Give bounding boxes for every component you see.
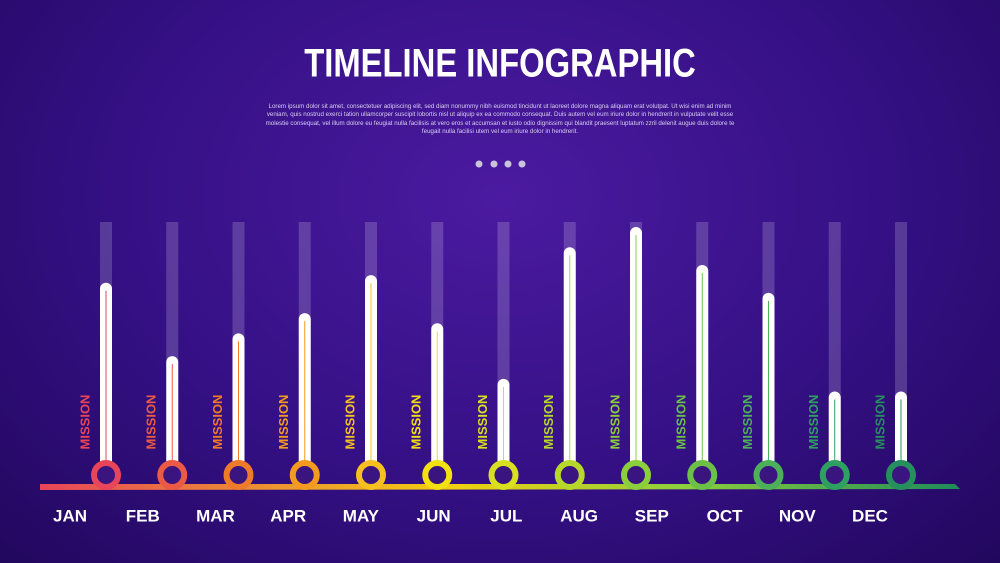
bar-label: MISSION	[541, 395, 556, 450]
month-label: MAY	[343, 506, 380, 525]
month-label: AUG	[560, 506, 598, 525]
bar-label: MISSION	[409, 395, 424, 450]
bar-label: MISSION	[144, 395, 159, 450]
month-label: FEB	[126, 506, 160, 525]
month-label: APR	[270, 506, 306, 525]
page-dots	[475, 160, 526, 168]
milestone-node	[91, 460, 121, 490]
bar-label: MISSION	[342, 395, 357, 450]
month-label: MAR	[196, 506, 235, 525]
bar-label: MISSION	[872, 395, 887, 450]
bar-label: MISSION	[740, 395, 755, 450]
month-label: JUN	[417, 506, 451, 525]
month-label: DEC	[852, 506, 888, 525]
milestone-node	[289, 460, 320, 490]
bar-label: MISSION	[276, 395, 291, 450]
bar-label: MISSION	[607, 395, 622, 450]
bar-label: MISSION	[806, 395, 821, 450]
milestone-node	[886, 460, 916, 490]
milestone-node	[554, 460, 585, 490]
month-label: JUL	[490, 506, 522, 525]
milestone-node	[621, 460, 651, 490]
month-label: JAN	[53, 506, 87, 525]
subtitle: Lorem ipsum dolor sit amet, consectetuer…	[265, 103, 735, 136]
bar-label: MISSION	[77, 395, 92, 450]
month-label: SEP	[635, 506, 669, 525]
bar-label: MISSION	[674, 395, 689, 450]
bar-label: MISSION	[475, 395, 490, 450]
milestone-node	[422, 460, 453, 490]
chart-title: TIMELINE INFOGRAPHIC	[304, 40, 696, 85]
milestone-node	[356, 460, 386, 490]
month-label: NOV	[779, 506, 817, 525]
milestone-node	[687, 460, 718, 490]
milestone-node	[488, 460, 519, 490]
month-label: OCT	[707, 506, 744, 525]
milestone-node	[223, 460, 254, 490]
milestone-node	[753, 460, 784, 490]
milestone-node	[819, 460, 850, 490]
bar-label: MISSION	[210, 395, 225, 450]
milestone-node	[157, 460, 188, 490]
